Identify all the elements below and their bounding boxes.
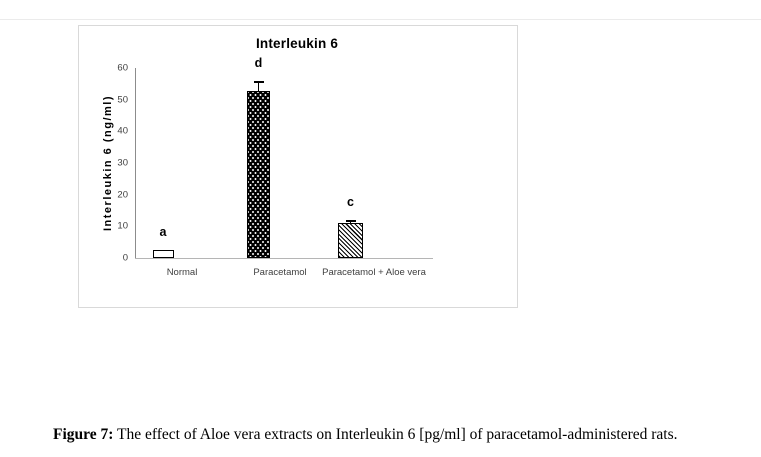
chart-title: Interleukin 6 xyxy=(255,36,339,51)
error-bar-cap xyxy=(253,81,264,83)
y-tick-label: 30 xyxy=(117,157,128,169)
y-tick-label: 50 xyxy=(117,94,128,106)
y-tick-label: 0 xyxy=(122,252,128,264)
figure-caption-text: The effect of Aloe vera extracts on Inte… xyxy=(113,426,678,443)
figure-caption: Figure 7: The effect of Aloe vera extrac… xyxy=(53,426,753,444)
x-category-label-normal: Normal xyxy=(166,267,198,278)
significance-letter-c: c xyxy=(347,195,354,210)
y-tick-label: 10 xyxy=(117,220,128,232)
page-divider xyxy=(0,19,761,20)
y-tick-label: 20 xyxy=(117,189,128,201)
x-category-label-paracetamol-aloe-vera: Paracetamol + Aloe vera xyxy=(322,267,426,278)
bar-normal xyxy=(152,250,174,258)
y-tick-label: 60 xyxy=(117,62,128,74)
significance-letter-a: a xyxy=(159,225,167,240)
figure-caption-label: Figure 7: xyxy=(53,426,114,443)
error-bar-whisker xyxy=(257,81,260,91)
significance-letter-d: d xyxy=(254,56,263,71)
y-axis-line xyxy=(135,68,136,258)
x-axis-line xyxy=(135,258,433,259)
y-tick-label: 40 xyxy=(117,125,128,137)
chart-panel xyxy=(78,25,518,308)
bar-paracetamol-aloe-vera xyxy=(338,223,363,258)
bar-paracetamol xyxy=(247,90,270,258)
error-bar-cap xyxy=(345,220,356,222)
x-category-label-paracetamol: Paracetamol xyxy=(253,267,307,278)
